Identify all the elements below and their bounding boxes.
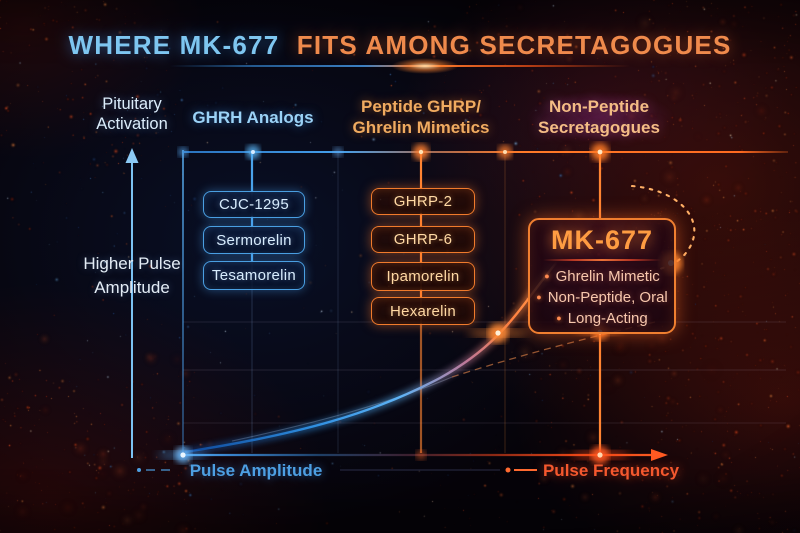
mk677-card: MK-677 ● Ghrelin Mimetic ● Non-Peptide, … [528, 218, 676, 334]
mk677-name: MK-677 [550, 225, 654, 255]
y-axis-title: Pituitary Activation [96, 95, 168, 134]
bullet-icon: ● [556, 312, 562, 323]
item-hexarelin: Hexarelin [371, 297, 475, 325]
item-tesamorelin: Tesamorelin [203, 261, 305, 290]
column-header-nonpeptide: Non-Peptide Secretagogues [518, 97, 680, 138]
mk677-trait-label: Ghrelin Mimetic [555, 267, 660, 285]
y-axis-note: Higher Pulse Amplitude [83, 254, 181, 297]
column-header-ghrp-line2: Ghrelin Mimetics [352, 117, 490, 137]
mk677-trait-row: ● Ghrelin Mimetic [530, 266, 674, 287]
bullet-icon: ● [544, 270, 550, 281]
bullet-icon: ● [536, 291, 542, 302]
column-header-nonpeptide-line2: Secretagogues [538, 117, 660, 137]
item-ipamorelin: Ipamorelin [371, 262, 475, 291]
title-divider [170, 65, 630, 67]
mk677-trait-label: Long-Acting [567, 309, 648, 327]
x-axis-arrowhead [651, 449, 668, 461]
mk677-trait-label: Non-Peptide, Oral [547, 288, 668, 306]
title-tail: FITS AMONG SECRETAGOGUES [296, 30, 732, 60]
item-ghrp-6: GHRP-6 [371, 226, 475, 253]
column-header-nonpeptide-line1: Non-Peptide [548, 97, 650, 116]
item-cjc-1295: CJC-1295 [203, 191, 305, 218]
mk677-trait-row: ● Non-Peptide, Oral [530, 287, 674, 308]
mk677-divider [543, 259, 661, 261]
axis-label-dashes [137, 467, 537, 473]
item-ghrp-2: GHRP-2 [371, 188, 475, 215]
y-axis-arrow [125, 148, 139, 458]
column-header-ghrp-line1: Peptide GHRP/ [361, 97, 481, 116]
column-header-ghrp: Peptide GHRP/ Ghrelin Mimetics [340, 97, 502, 138]
x-axis-label-amplitude: Pulse Amplitude [189, 461, 323, 480]
x-axis-label-frequency: Pulse Frequency [542, 461, 680, 480]
mk677-trait-row: ● Long-Acting [530, 308, 674, 329]
main-curve [184, 259, 560, 456]
title-lead: WHERE MK-677 [68, 30, 280, 60]
item-sermorelin: Sermorelin [203, 226, 305, 254]
column-header-ghrh: GHRH Analogs [192, 108, 314, 127]
page-title: WHERE MK-677 FITS AMONG SECRETAGOGUES [0, 30, 800, 61]
